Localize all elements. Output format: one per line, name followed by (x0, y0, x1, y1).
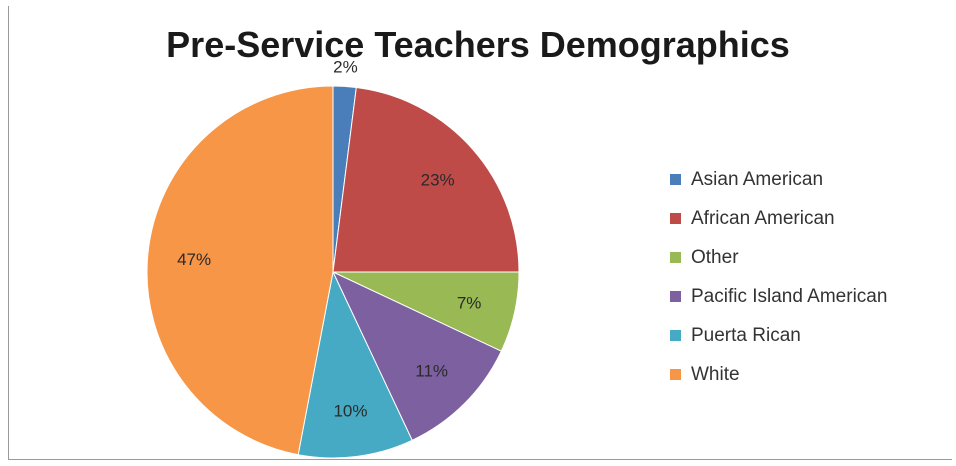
chart-title: Pre-Service Teachers Demographics (166, 24, 790, 65)
data-label-white: 47% (177, 250, 211, 269)
legend-item-white: White (670, 355, 887, 394)
legend-item-puerta-rican: Puerta Rican (670, 316, 887, 355)
legend-label: Pacific Island American (691, 285, 888, 307)
data-label-asian-american: 2% (333, 57, 358, 76)
legend-label: Puerta Rican (691, 324, 801, 346)
data-label-african-american: 23% (421, 171, 455, 190)
legend-label: Other (691, 246, 739, 268)
legend-item-other: Other (670, 238, 887, 277)
legend-swatch (670, 252, 681, 263)
legend-swatch (670, 369, 681, 380)
chart-legend: Asian American African American Other Pacif… (670, 160, 887, 394)
data-label-other: 7% (457, 293, 482, 312)
legend-swatch (670, 213, 681, 224)
legend-label: White (691, 363, 740, 385)
pie-slice-african-american (332, 86, 520, 273)
legend-swatch (670, 291, 681, 302)
legend-swatch (670, 174, 681, 185)
pie-slice-white (146, 85, 334, 456)
pie-slice-pacific-island-american (331, 270, 502, 441)
pie-slice-puerta-rican (297, 270, 413, 459)
legend-item-asian-american: Asian American (670, 160, 887, 199)
legend-item-pacific-island-american: Pacific Island American (670, 277, 887, 316)
legend-label: Asian American (691, 168, 824, 190)
legend-label: African American (691, 207, 835, 229)
legend-item-african-american: African American (670, 199, 887, 238)
data-label-puerta-rican: 10% (333, 401, 367, 420)
legend-swatch (670, 330, 681, 341)
data-label-pacific-island-american: 11% (415, 362, 448, 381)
